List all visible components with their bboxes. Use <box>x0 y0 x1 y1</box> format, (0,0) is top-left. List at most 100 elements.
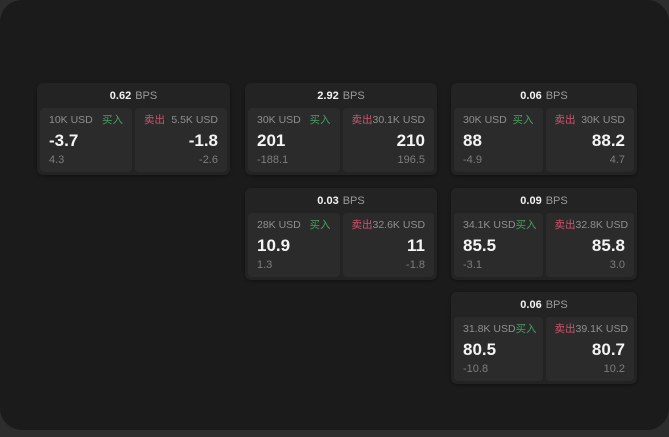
sell-panel-top: 卖出 30.1K USD <box>352 114 426 127</box>
buy-panel-top: 30K USD 买入 <box>463 114 534 127</box>
sell-panel-top: 卖出 39.1K USD <box>554 323 629 336</box>
card-body: 30K USD 买入 88 -4.9 卖出 30K USD 88.2 4.7 <box>451 108 637 175</box>
sell-amount: 5.5K USD <box>171 114 218 126</box>
buy-panel-top: 28K USD 买入 <box>257 219 331 232</box>
bps-value: 2.92 <box>317 89 339 102</box>
buy-panel-top: 34.1K USD 买入 <box>463 219 537 232</box>
card-header: 0.09 BPS <box>451 188 637 213</box>
buy-price: 10.9 <box>257 235 291 255</box>
buy-delta: -188.1 <box>257 154 289 166</box>
card-header: 0.06 BPS <box>451 292 637 317</box>
sell-panel[interactable]: 卖出 32.8K USD 85.8 3.0 <box>545 213 634 277</box>
sell-side-label: 卖出 <box>554 219 576 231</box>
sell-amount: 32.6K USD <box>372 219 426 231</box>
buy-side-label: 买入 <box>309 114 331 126</box>
sell-delta: 10.2 <box>603 363 625 375</box>
buy-panel[interactable]: 30K USD 买入 201 -188.1 <box>248 108 340 172</box>
buy-panel[interactable]: 30K USD 买入 88 -4.9 <box>454 108 543 172</box>
bps-unit-label: BPS <box>545 89 568 102</box>
sell-delta: 4.7 <box>609 154 625 166</box>
buy-price: 85.5 <box>463 235 497 255</box>
sell-delta: -2.6 <box>199 154 218 166</box>
buy-amount: 30K USD <box>257 114 301 126</box>
buy-side-label: 买入 <box>515 323 537 335</box>
buy-panel[interactable]: 34.1K USD 买入 85.5 -3.1 <box>454 213 543 277</box>
sell-side-label: 卖出 <box>351 219 373 231</box>
card-body: 34.1K USD 买入 85.5 -3.1 卖出 32.8K USD 85.8… <box>451 213 637 280</box>
buy-amount: 34.1K USD <box>463 219 516 231</box>
sell-panel[interactable]: 卖出 39.1K USD 80.7 10.2 <box>545 317 634 381</box>
bps-value: 0.03 <box>317 194 339 207</box>
card-body: 28K USD 买入 10.9 1.3 卖出 32.6K USD 11 -1.8 <box>245 213 437 280</box>
sell-side-label: 卖出 <box>351 114 373 126</box>
sell-panel[interactable]: 卖出 5.5K USD -1.8 -2.6 <box>135 108 227 172</box>
card-header: 0.03 BPS <box>245 188 437 213</box>
buy-delta: 4.3 <box>49 154 65 166</box>
sell-side-label: 卖出 <box>554 114 576 126</box>
sell-panel-top: 卖出 5.5K USD <box>144 114 218 127</box>
quote-card-5[interactable]: 0.09 BPS 34.1K USD 买入 85.5 -3.1 卖出 32.8K… <box>451 188 637 280</box>
sell-panel-top: 卖出 32.6K USD <box>352 219 426 232</box>
buy-amount: 31.8K USD <box>463 323 516 335</box>
bps-unit-label: BPS <box>342 194 365 207</box>
sell-panel-top: 卖出 32.8K USD <box>554 219 629 232</box>
bps-value: 0.06 <box>520 298 542 311</box>
buy-delta: 1.3 <box>257 259 273 271</box>
sell-side-label: 卖出 <box>554 323 576 335</box>
buy-side-label: 买入 <box>512 114 534 126</box>
buy-panel-top: 31.8K USD 买入 <box>463 323 537 336</box>
sell-panel[interactable]: 卖出 30.1K USD 210 196.5 <box>342 108 434 172</box>
buy-panel-top: 10K USD 买入 <box>49 114 123 127</box>
sell-amount: 39.1K USD <box>575 323 629 335</box>
sell-delta: -1.8 <box>406 259 425 271</box>
quote-card-6[interactable]: 0.06 BPS 31.8K USD 买入 80.5 -10.8 卖出 39.1… <box>451 292 637 384</box>
buy-delta: -4.9 <box>463 154 482 166</box>
buy-amount: 10K USD <box>49 114 93 126</box>
sell-amount: 32.8K USD <box>575 219 629 231</box>
quote-card-4[interactable]: 0.03 BPS 28K USD 买入 10.9 1.3 卖出 32.6K US… <box>245 188 437 280</box>
sell-amount: 30.1K USD <box>372 114 426 126</box>
quote-card-1[interactable]: 0.62 BPS 10K USD 买入 -3.7 4.3 卖出 5.5K USD… <box>37 83 230 175</box>
card-body: 30K USD 买入 201 -188.1 卖出 30.1K USD 210 1… <box>245 108 437 175</box>
sell-panel-top: 卖出 30K USD <box>555 114 626 127</box>
sell-panel[interactable]: 卖出 32.6K USD 11 -1.8 <box>342 213 434 277</box>
buy-price: 80.5 <box>463 339 497 359</box>
buy-panel-top: 30K USD 买入 <box>257 114 331 127</box>
buy-panel[interactable]: 28K USD 买入 10.9 1.3 <box>248 213 340 277</box>
quote-card-2[interactable]: 2.92 BPS 30K USD 买入 201 -188.1 卖出 30.1K … <box>245 83 437 175</box>
sell-delta: 3.0 <box>609 259 625 271</box>
sell-panel[interactable]: 卖出 30K USD 88.2 4.7 <box>545 108 634 172</box>
sell-side-label: 卖出 <box>144 114 165 126</box>
bps-unit-label: BPS <box>135 89 158 102</box>
card-body: 10K USD 买入 -3.7 4.3 卖出 5.5K USD -1.8 -2.… <box>37 108 230 175</box>
buy-amount: 30K USD <box>463 114 507 126</box>
buy-panel[interactable]: 10K USD 买入 -3.7 4.3 <box>40 108 132 172</box>
buy-price: 201 <box>257 130 286 150</box>
bps-unit-label: BPS <box>545 194 568 207</box>
sell-price: 80.7 <box>591 339 625 359</box>
bps-value: 0.09 <box>520 194 542 207</box>
bps-unit-label: BPS <box>342 89 365 102</box>
buy-delta: -3.1 <box>463 259 482 271</box>
sell-amount: 30K USD <box>581 114 625 126</box>
sell-price: 88.2 <box>591 130 625 150</box>
card-body: 31.8K USD 买入 80.5 -10.8 卖出 39.1K USD 80.… <box>451 317 637 384</box>
quote-card-3[interactable]: 0.06 BPS 30K USD 买入 88 -4.9 卖出 30K USD 8… <box>451 83 637 175</box>
buy-delta: -10.8 <box>463 363 489 375</box>
card-header: 2.92 BPS <box>245 83 437 108</box>
bps-unit-label: BPS <box>545 298 568 311</box>
card-header: 0.06 BPS <box>451 83 637 108</box>
buy-side-label: 买入 <box>515 219 537 231</box>
buy-price: 88 <box>463 130 482 150</box>
sell-delta: 196.5 <box>397 154 425 166</box>
buy-panel[interactable]: 31.8K USD 买入 80.5 -10.8 <box>454 317 543 381</box>
buy-side-label: 买入 <box>102 114 123 126</box>
card-header: 0.62 BPS <box>37 83 230 108</box>
sell-price: 210 <box>396 130 425 150</box>
sell-price: 11 <box>407 235 425 255</box>
bps-value: 0.62 <box>109 89 132 102</box>
sell-price: -1.8 <box>188 130 218 150</box>
bps-value: 0.06 <box>520 89 542 102</box>
buy-side-label: 买入 <box>309 219 331 231</box>
